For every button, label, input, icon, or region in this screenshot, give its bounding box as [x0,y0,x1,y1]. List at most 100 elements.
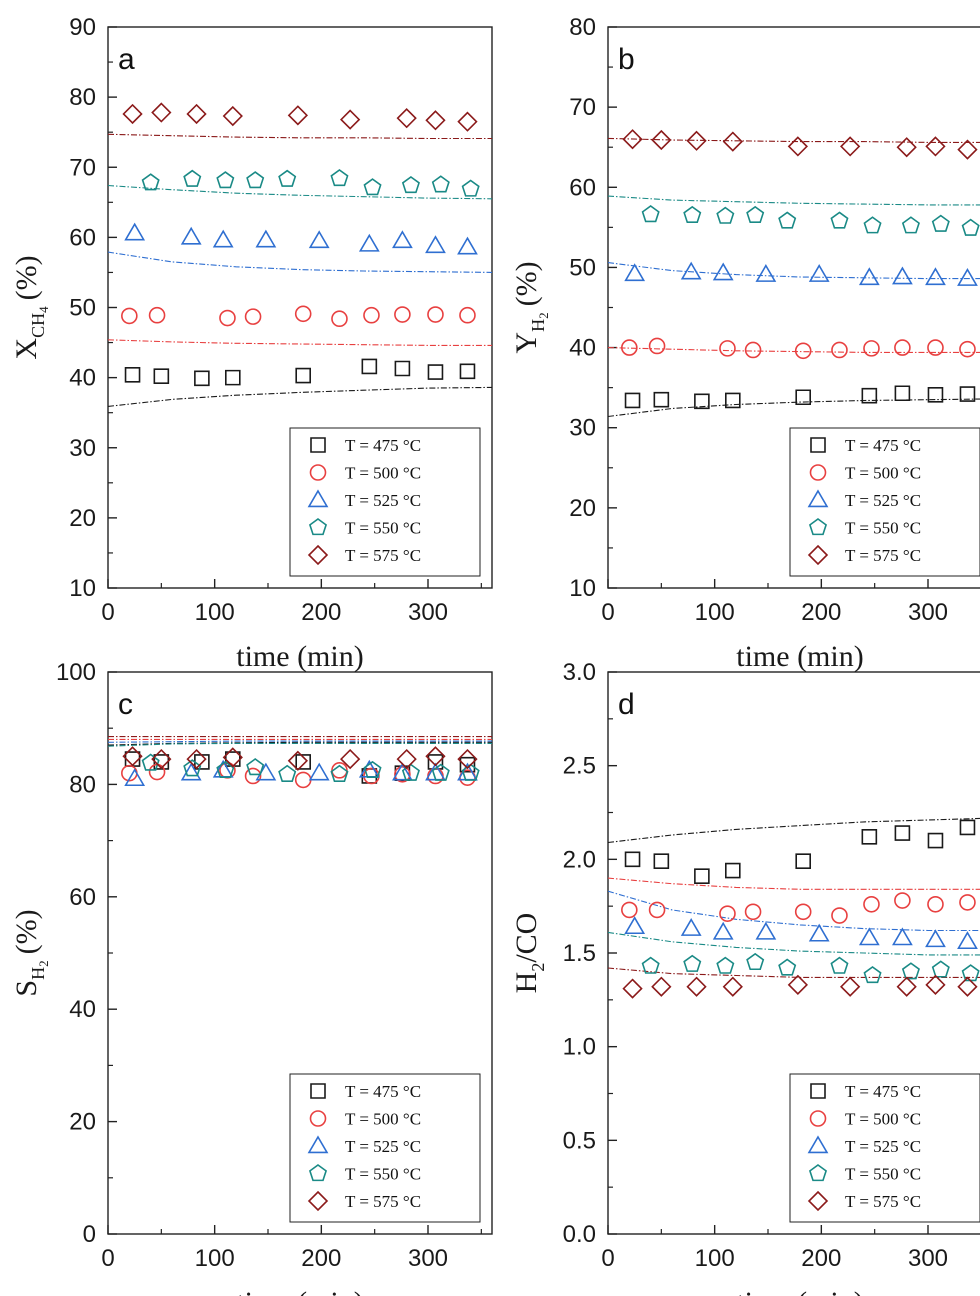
legend-label: T = 525 °C [345,1137,421,1156]
y-tick-label: 40 [69,365,96,392]
y-tick-label: 40 [69,996,96,1023]
data-point-diamond [622,129,643,150]
y-title-subscript: CH [28,313,48,338]
data-point-diamond [925,974,946,995]
panel-a: 0 100 200 300 10 20 30 40 50 60 70 80 90 time (min) XC… [10,14,493,673]
data-point-pentagon [401,763,420,781]
fit-curve-square [608,398,980,418]
x-tick-label: 200 [301,1245,341,1272]
data-point-diamond [151,748,172,770]
fit-curve-triangle [608,890,980,932]
y-tick-label: 60 [69,884,96,911]
data-point-pentagon [901,216,920,234]
y-tick-label: 100 [56,659,96,686]
fit-curve-circle [608,877,980,890]
data-point-diamond [896,976,917,997]
x-axis-title: time (min) [736,640,863,673]
data-point-pentagon [716,206,735,224]
data-point-square [653,391,670,408]
data-point-triangle [212,229,234,248]
data-point-triangle [358,233,380,252]
data-point-triangle [308,230,330,249]
data-point-pentagon [746,205,765,224]
data-point-pentagon [461,179,480,197]
data-point-triangle [392,762,413,781]
data-point-circle [427,767,444,785]
x-tick-label: 0 [601,599,614,626]
data-point-circle [648,901,666,919]
panel-letter: d [618,688,635,721]
data-point-circle [244,767,262,785]
data-point-pentagon [141,173,160,191]
data-point-circle [621,901,638,919]
legend-label: T = 575 °C [345,546,421,565]
legend-label: T = 550 °C [845,519,921,538]
data-point-circle [363,767,380,785]
data-point-circle [363,306,380,324]
data-point-diamond [651,976,672,997]
data-point-circle [459,306,476,324]
y-title-base: X [10,338,43,360]
data-point-pentagon [431,175,450,193]
data-point-circle [744,903,762,921]
data-point-circle [863,895,880,913]
legend-marker-diamond [307,1190,329,1212]
data-point-square [124,367,141,383]
data-point-circle [294,771,312,789]
data-point-square [124,751,141,767]
y-title-base: H [510,972,543,994]
data-point-triangle [680,261,702,280]
x-tick-label: 200 [301,599,341,626]
fit-curve-diamond [608,137,980,143]
y-tick-label: 70 [69,154,96,181]
data-point-square [861,387,878,404]
y-title-subscript: H [528,319,548,332]
data-point-square [459,756,476,773]
data-point-pentagon [931,214,950,232]
x-tick-label: 300 [908,599,948,626]
data-point-circle [744,341,762,359]
data-point-diamond [186,103,207,125]
data-point-triangle [957,931,978,950]
y-axis-title: H2/CO [510,913,548,994]
legend-marker-square [810,437,826,453]
data-point-pentagon [216,171,235,189]
data-point-circle [148,306,166,324]
panel-d: 0 100 200 300 0.0 0.5 1.0 1.5 2.0 2.5 3.0 time (min… [510,659,980,1296]
data-point-square [927,387,944,403]
fit-curve-triangle [108,251,492,273]
data-point-diamond [151,102,172,123]
y-tick-label: 60 [569,174,596,201]
data-point-triangle [808,923,830,942]
data-point-pentagon [363,178,382,196]
data-point-square [795,389,811,406]
legend-label: T = 550 °C [845,1165,921,1184]
data-point-circle [794,342,812,360]
data-point-pentagon [961,964,980,982]
data-point-triangle [392,230,413,249]
data-point-circle [831,341,848,359]
legend-label: T = 575 °C [845,1192,921,1211]
y-axis-title: SH2 (%) [10,909,51,996]
data-point-circle [719,905,736,922]
y-title-base: Y [510,332,543,354]
data-point-diamond [222,747,243,768]
y-title-subscript-2: 2 [536,312,551,319]
data-point-diamond [425,746,446,767]
x-tick-label: 200 [801,599,841,626]
data-point-diamond [686,976,707,997]
data-point-triangle [425,235,446,254]
legend-marker-square [310,437,326,453]
data-point-pentagon [901,962,920,980]
y-title-subscript: 2 [528,963,548,972]
data-point-triangle [712,262,734,281]
data-point-triangle [624,916,646,935]
data-point-circle [244,308,262,325]
legend-marker-diamond [807,1190,829,1212]
data-point-pentagon [830,211,849,229]
data-point-square [427,364,444,380]
y-tick-label: 1.5 [563,940,596,967]
legend: T = 475 °C T = 500 °C T = 525 °C T = 550 °C… [289,427,481,577]
panel-letter: c [118,688,133,721]
